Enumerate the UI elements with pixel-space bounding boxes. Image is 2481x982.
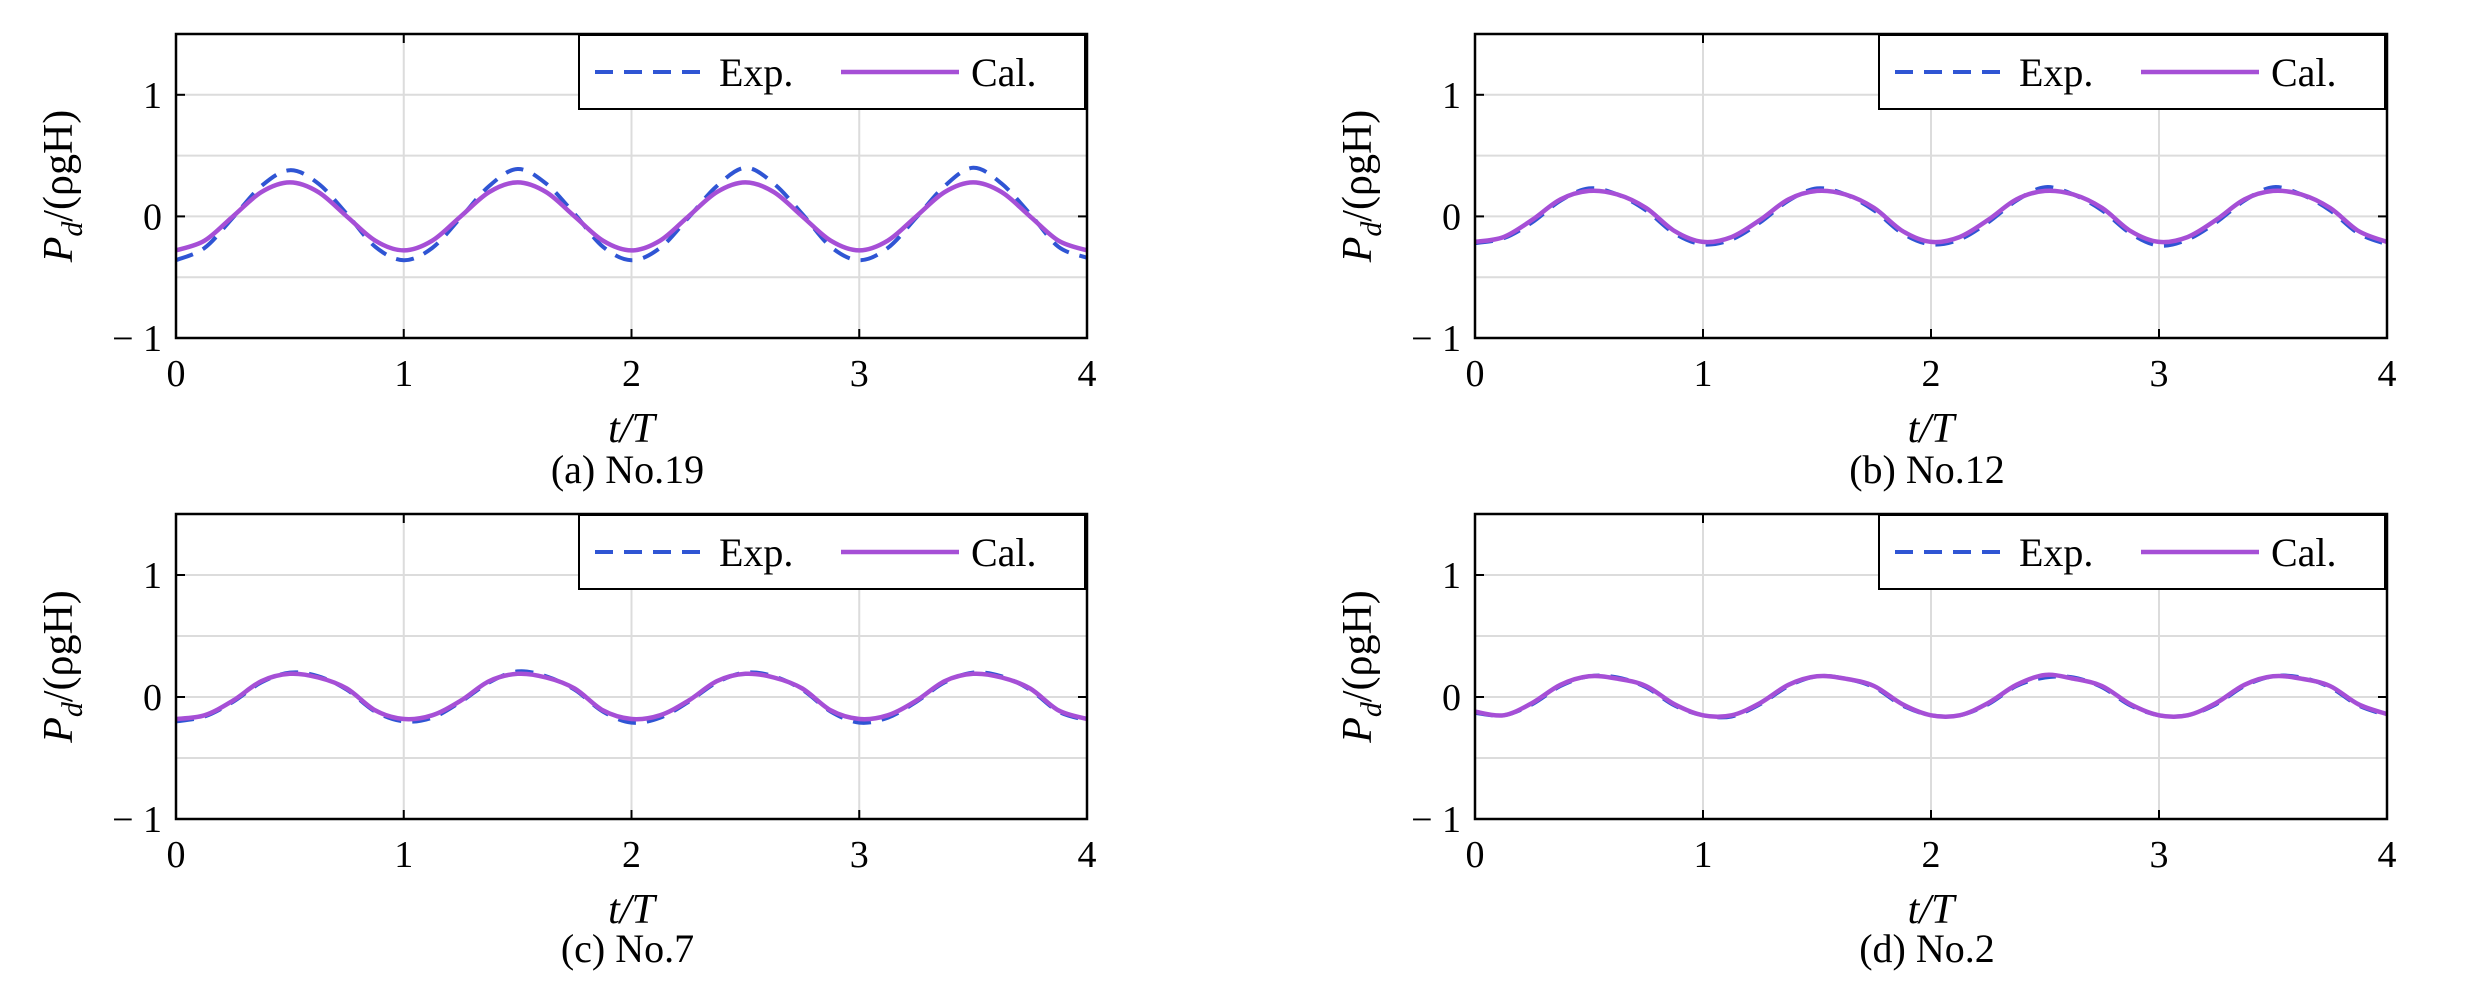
- x-tick-label: 3: [850, 353, 869, 395]
- y-tick-label: 1: [143, 555, 162, 597]
- y-tick-label: 0: [143, 677, 162, 719]
- x-tick-label: 2: [622, 834, 641, 876]
- legend-label-cal: Cal.: [2271, 50, 2337, 95]
- y-tick-label: 0: [143, 196, 162, 238]
- x-tick-label: 2: [1922, 353, 1941, 395]
- y-axis-label-main: P: [1335, 717, 1381, 744]
- series-line-cal: [1474, 188, 2388, 245]
- x-tick-label: 0: [1466, 834, 1485, 876]
- y-axis-label-sub: d: [1355, 701, 1388, 717]
- panel-caption: (a) No.19: [551, 447, 704, 492]
- y-tick-label: − 1: [1411, 318, 1461, 360]
- legend: Exp. Cal.: [578, 34, 1086, 110]
- x-tick-label: 3: [2150, 353, 2169, 395]
- y-tick-label: 1: [1442, 555, 1461, 597]
- y-axis-label: Pd/(ρgH): [1335, 110, 1388, 264]
- series-line-cal: [1474, 672, 2388, 719]
- x-tick-label: 3: [850, 834, 869, 876]
- y-axis-label-tail: /(ρgH): [36, 110, 82, 222]
- x-tick-label: 2: [622, 353, 641, 395]
- y-tick-label: − 1: [112, 799, 162, 841]
- x-tick-label: 1: [1694, 834, 1713, 876]
- y-axis-label: Pd/(ρgH): [36, 110, 89, 264]
- y-axis-label-tail: /(ρgH): [1335, 590, 1381, 702]
- legend-label-exp: Exp.: [2019, 50, 2093, 95]
- x-tick-label: 2: [1922, 834, 1941, 876]
- y-axis-label: Pd/(ρgH): [1335, 590, 1388, 744]
- legend: Exp. Cal.: [1878, 34, 2386, 110]
- panel-caption: (b) No.12: [1849, 447, 2005, 492]
- y-axis-label-sub: d: [56, 221, 89, 237]
- x-tick-label: 1: [394, 353, 413, 395]
- x-tick-label: 0: [167, 353, 186, 395]
- y-tick-label: 1: [143, 75, 162, 117]
- legend: Exp. Cal.: [578, 514, 1086, 590]
- x-tick-label: 4: [1078, 834, 1097, 876]
- y-axis-label-main: P: [36, 237, 82, 264]
- y-axis-label-tail: /(ρgH): [1335, 110, 1381, 222]
- series-line-cal: [175, 671, 1088, 722]
- x-tick-label: 4: [1078, 353, 1097, 395]
- legend-label-exp: Exp.: [2019, 530, 2093, 575]
- x-axis-label: t/T: [1908, 406, 1957, 452]
- y-axis-label-tail: /(ρgH): [36, 590, 82, 702]
- x-tick-label: 0: [1466, 353, 1485, 395]
- y-axis-label: Pd/(ρgH): [36, 590, 89, 744]
- y-tick-label: − 1: [1411, 799, 1461, 841]
- x-tick-label: 1: [1694, 353, 1713, 395]
- y-tick-label: − 1: [112, 318, 162, 360]
- legend-label-exp: Exp.: [719, 530, 793, 575]
- y-axis-label-sub: d: [56, 701, 89, 717]
- x-tick-label: 3: [2150, 834, 2169, 876]
- legend-label-cal: Cal.: [2271, 530, 2337, 575]
- y-tick-label: 0: [1442, 196, 1461, 238]
- series-line-exp: [175, 165, 1088, 263]
- legend: Exp. Cal.: [1878, 514, 2386, 590]
- x-tick-label: 0: [167, 834, 186, 876]
- series-line-cal: [175, 180, 1088, 253]
- x-axis-label: t/T: [608, 887, 657, 933]
- y-tick-label: 1: [1442, 75, 1461, 117]
- x-axis-label: t/T: [608, 406, 657, 452]
- x-tick-label: 1: [394, 834, 413, 876]
- y-axis-label-main: P: [36, 717, 82, 744]
- x-tick-label: 4: [2378, 834, 2397, 876]
- legend-label-exp: Exp.: [719, 50, 793, 95]
- y-axis-label-main: P: [1335, 237, 1381, 264]
- x-axis-label: t/T: [1908, 887, 1957, 933]
- panel-caption: (d) No.2: [1859, 926, 1995, 971]
- legend-label-cal: Cal.: [971, 530, 1037, 575]
- legend-label-cal: Cal.: [971, 50, 1037, 95]
- panel-caption: (c) No.7: [561, 926, 694, 971]
- x-tick-label: 4: [2378, 353, 2397, 395]
- y-tick-label: 0: [1442, 677, 1461, 719]
- y-axis-label-sub: d: [1355, 221, 1388, 237]
